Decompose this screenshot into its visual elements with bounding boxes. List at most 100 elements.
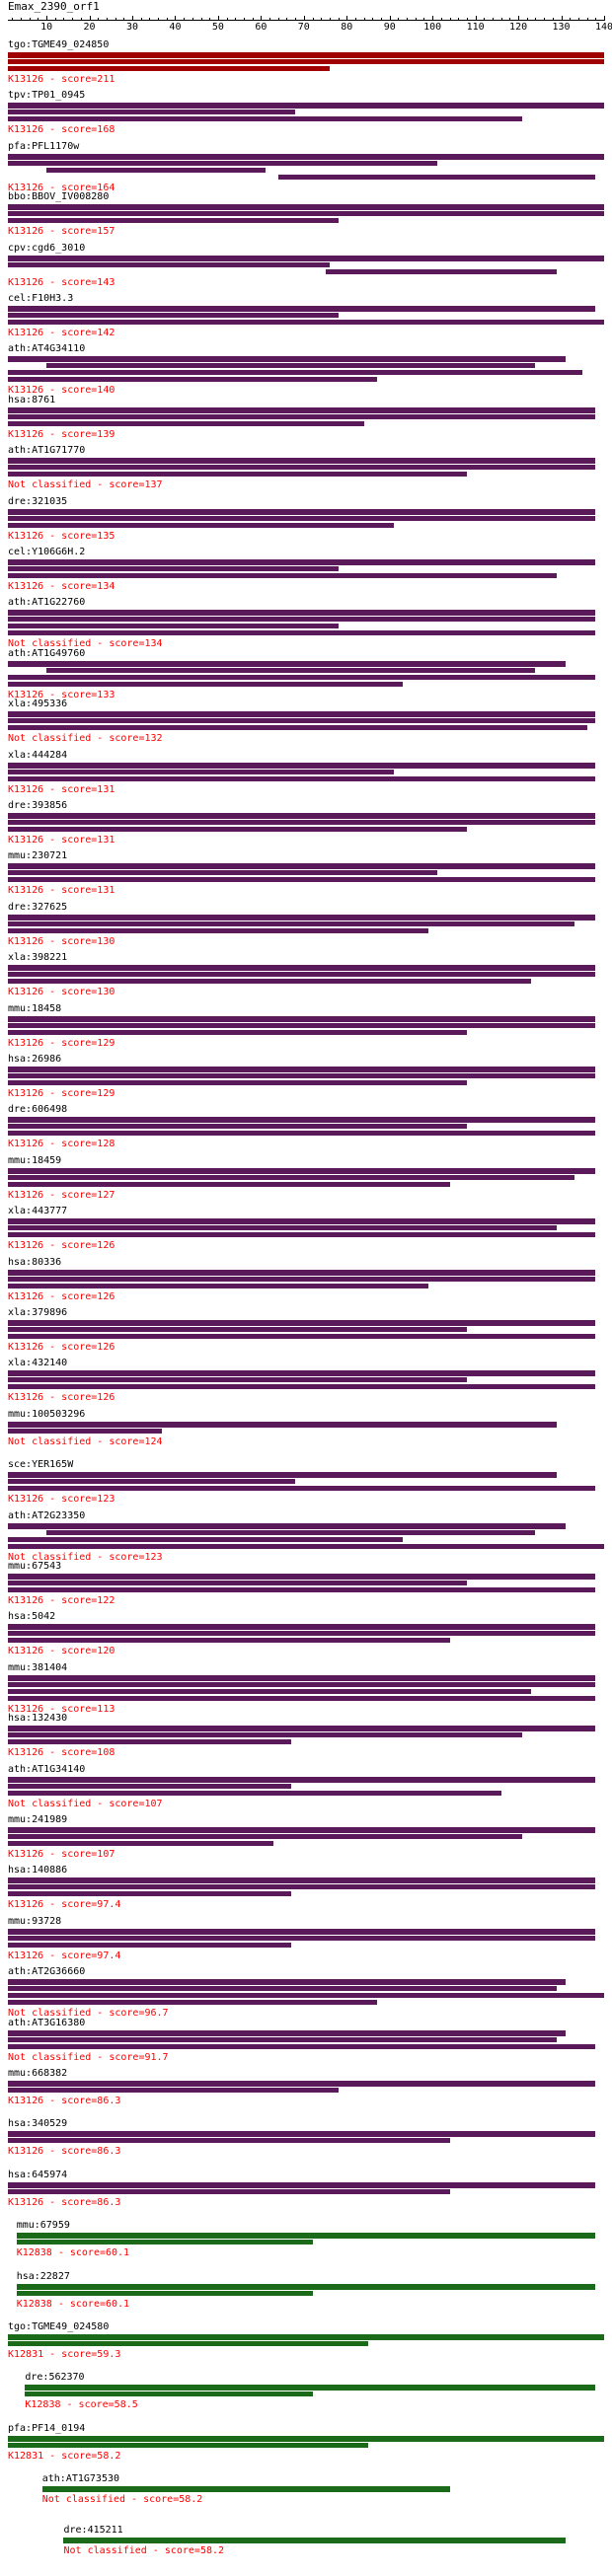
alignment-bar[interactable]	[8, 1218, 596, 1225]
alignment-bar[interactable]	[8, 1421, 558, 1428]
hit-name-link[interactable]: hsa:80336	[8, 1256, 62, 1268]
hit-row[interactable]: ath:AT4G34110 K13126 - score=140	[0, 343, 612, 396]
alignment-bar[interactable]	[8, 2000, 377, 2006]
hit-name-link[interactable]: pfa:PFL1170w	[8, 140, 80, 152]
alignment-bar[interactable]	[8, 1935, 596, 1941]
alignment-bar[interactable]	[8, 1181, 450, 1187]
alignment-bar[interactable]	[8, 211, 604, 217]
alignment-bar[interactable]	[25, 2385, 596, 2392]
alignment-bar[interactable]	[8, 320, 604, 325]
hit-name-link[interactable]: dre:321035	[8, 495, 68, 507]
alignment-bar[interactable]	[8, 1827, 596, 1833]
alignment-bar[interactable]	[8, 1790, 501, 1796]
alignment-bar[interactable]	[8, 52, 604, 58]
hit-row[interactable]: mmu:18458 K13126 - score=129	[0, 1003, 612, 1055]
hit-row[interactable]: mmu:67543 K13126 - score=122	[0, 1561, 612, 1612]
hit-name-link[interactable]: mmu:241989	[8, 1814, 68, 1825]
hit-row[interactable]: tgo:TGME49_024850 K13126 - score=211	[0, 39, 612, 91]
alignment-bar[interactable]	[8, 1428, 163, 1434]
hit-name-link[interactable]: ath:AT1G71770	[8, 445, 86, 457]
alignment-bar[interactable]	[8, 1522, 566, 1529]
hit-name-link[interactable]: cpv:cgd6_3010	[8, 242, 86, 254]
hit-row[interactable]: ath:AT1G34140 Not classified - score=107	[0, 1764, 612, 1815]
hit-name-link[interactable]: dre:606498	[8, 1104, 68, 1116]
hit-name-link[interactable]: mmu:67959	[16, 2220, 70, 2232]
alignment-bar[interactable]	[8, 1581, 467, 1585]
hit-name-link[interactable]: dre:415211	[63, 2524, 123, 2536]
alignment-bar[interactable]	[8, 1681, 596, 1687]
alignment-bar[interactable]	[8, 1726, 596, 1732]
hit-name-link[interactable]: hsa:140886	[8, 1865, 68, 1877]
alignment-bar[interactable]	[8, 820, 596, 825]
alignment-bar[interactable]	[8, 559, 596, 565]
alignment-bar[interactable]	[8, 877, 596, 883]
hit-name-link[interactable]: mmu:18459	[8, 1154, 62, 1166]
alignment-bar[interactable]	[8, 110, 296, 115]
hit-name-link[interactable]: dre:562370	[25, 2372, 85, 2384]
alignment-bar[interactable]	[8, 2334, 604, 2340]
hit-name-link[interactable]: ath:AT1G73530	[41, 2473, 120, 2485]
alignment-bar[interactable]	[8, 927, 428, 933]
alignment-bar[interactable]	[8, 1073, 596, 1078]
alignment-bar[interactable]	[8, 1276, 596, 1282]
hit-name-link[interactable]: xla:398221	[8, 952, 68, 964]
alignment-bar[interactable]	[8, 1942, 291, 1948]
hit-row[interactable]: mmu:100503296 Not classified - score=124	[0, 1409, 612, 1460]
hit-row[interactable]: dre:393856 K13126 - score=131	[0, 800, 612, 851]
alignment-bar[interactable]	[8, 1688, 532, 1694]
alignment-bar[interactable]	[8, 1877, 596, 1884]
alignment-bar[interactable]	[8, 775, 596, 781]
alignment-bar[interactable]	[8, 204, 604, 211]
alignment-bar[interactable]	[8, 472, 467, 478]
hit-row[interactable]: hsa:80336 K13126 - score=126	[0, 1257, 612, 1308]
hit-name-link[interactable]: ath:AT1G34140	[8, 1763, 86, 1775]
hit-row[interactable]: dre:415211 Not classified - score=58.2	[0, 2525, 612, 2576]
hit-row[interactable]: xla:444284 K13126 - score=131	[0, 750, 612, 801]
hit-row[interactable]: mmu:93728 K13126 - score=97.4	[0, 1916, 612, 1967]
hit-row[interactable]: mmu:18459 K13126 - score=127	[0, 1155, 612, 1207]
hit-row[interactable]: ath:AT1G22760 Not classified - score=134	[0, 597, 612, 649]
alignment-bar[interactable]	[8, 406, 596, 413]
hit-row[interactable]: pfa:PFL1170w K13126 - score=164	[0, 140, 612, 193]
alignment-bar[interactable]	[8, 1479, 296, 1485]
alignment-bar[interactable]	[8, 1587, 596, 1592]
hit-name-link[interactable]: xla:432140	[8, 1358, 68, 1369]
alignment-bar[interactable]	[8, 1841, 274, 1846]
alignment-bar[interactable]	[8, 711, 596, 718]
hit-row[interactable]: mmu:668382 K13126 - score=86.3	[0, 2068, 612, 2119]
alignment-bar[interactable]	[8, 1674, 596, 1681]
alignment-bar[interactable]	[8, 261, 330, 267]
alignment-bar[interactable]	[8, 813, 596, 819]
hit-name-link[interactable]: ath:AT2G23350	[8, 1509, 86, 1521]
alignment-bar[interactable]	[8, 1174, 574, 1180]
alignment-bar[interactable]	[8, 1029, 467, 1035]
alignment-bar[interactable]	[8, 1117, 596, 1124]
hit-row[interactable]: ath:AT2G36660 Not classified - score=96.7	[0, 1966, 612, 2019]
alignment-bar[interactable]	[8, 573, 558, 578]
alignment-bar[interactable]	[8, 979, 532, 985]
hit-row[interactable]: bbo:BBOV_IV008280 K13126 - score=157	[0, 191, 612, 243]
hit-row[interactable]: mmu:241989 K13126 - score=107	[0, 1814, 612, 1866]
hit-name-link[interactable]: ath:AT2G36660	[8, 1966, 86, 1978]
hit-row[interactable]: xla:379896 K13126 - score=126	[0, 1307, 612, 1359]
hit-row[interactable]: dre:327625 K13126 - score=130	[0, 902, 612, 953]
hit-row[interactable]: dre:321035 K13126 - score=135	[0, 496, 612, 548]
hit-name-link[interactable]: ath:AT3G16380	[8, 2017, 86, 2028]
hit-name-link[interactable]: pfa:PF14_0194	[8, 2422, 86, 2434]
hit-name-link[interactable]: hsa:645974	[8, 2169, 68, 2180]
alignment-bar[interactable]	[8, 1015, 596, 1022]
alignment-bar[interactable]	[8, 1884, 596, 1890]
hit-name-link[interactable]: xla:443777	[8, 1206, 68, 1217]
hit-row[interactable]: ath:AT3G16380 Not classified - score=91.7	[0, 2018, 612, 2069]
hit-name-link[interactable]: tgo:TGME49_024580	[8, 2321, 110, 2332]
hit-row[interactable]: mmu:381404 K13126 - score=113	[0, 1662, 612, 1715]
hit-row[interactable]: hsa:8761 K13126 - score=139	[0, 395, 612, 446]
hit-row[interactable]: pfa:PF14_0194 K12831 - score=58.2	[0, 2423, 612, 2474]
hit-name-link[interactable]: cel:Y106G6H.2	[8, 547, 86, 557]
hit-row[interactable]: xla:443777 K13126 - score=126	[0, 1206, 612, 1257]
alignment-bar[interactable]	[277, 174, 596, 180]
alignment-bar[interactable]	[8, 914, 596, 920]
alignment-bar[interactable]	[8, 1384, 596, 1390]
hit-name-link[interactable]: hsa:5042	[8, 1611, 56, 1623]
alignment-bar[interactable]	[8, 1986, 558, 1992]
